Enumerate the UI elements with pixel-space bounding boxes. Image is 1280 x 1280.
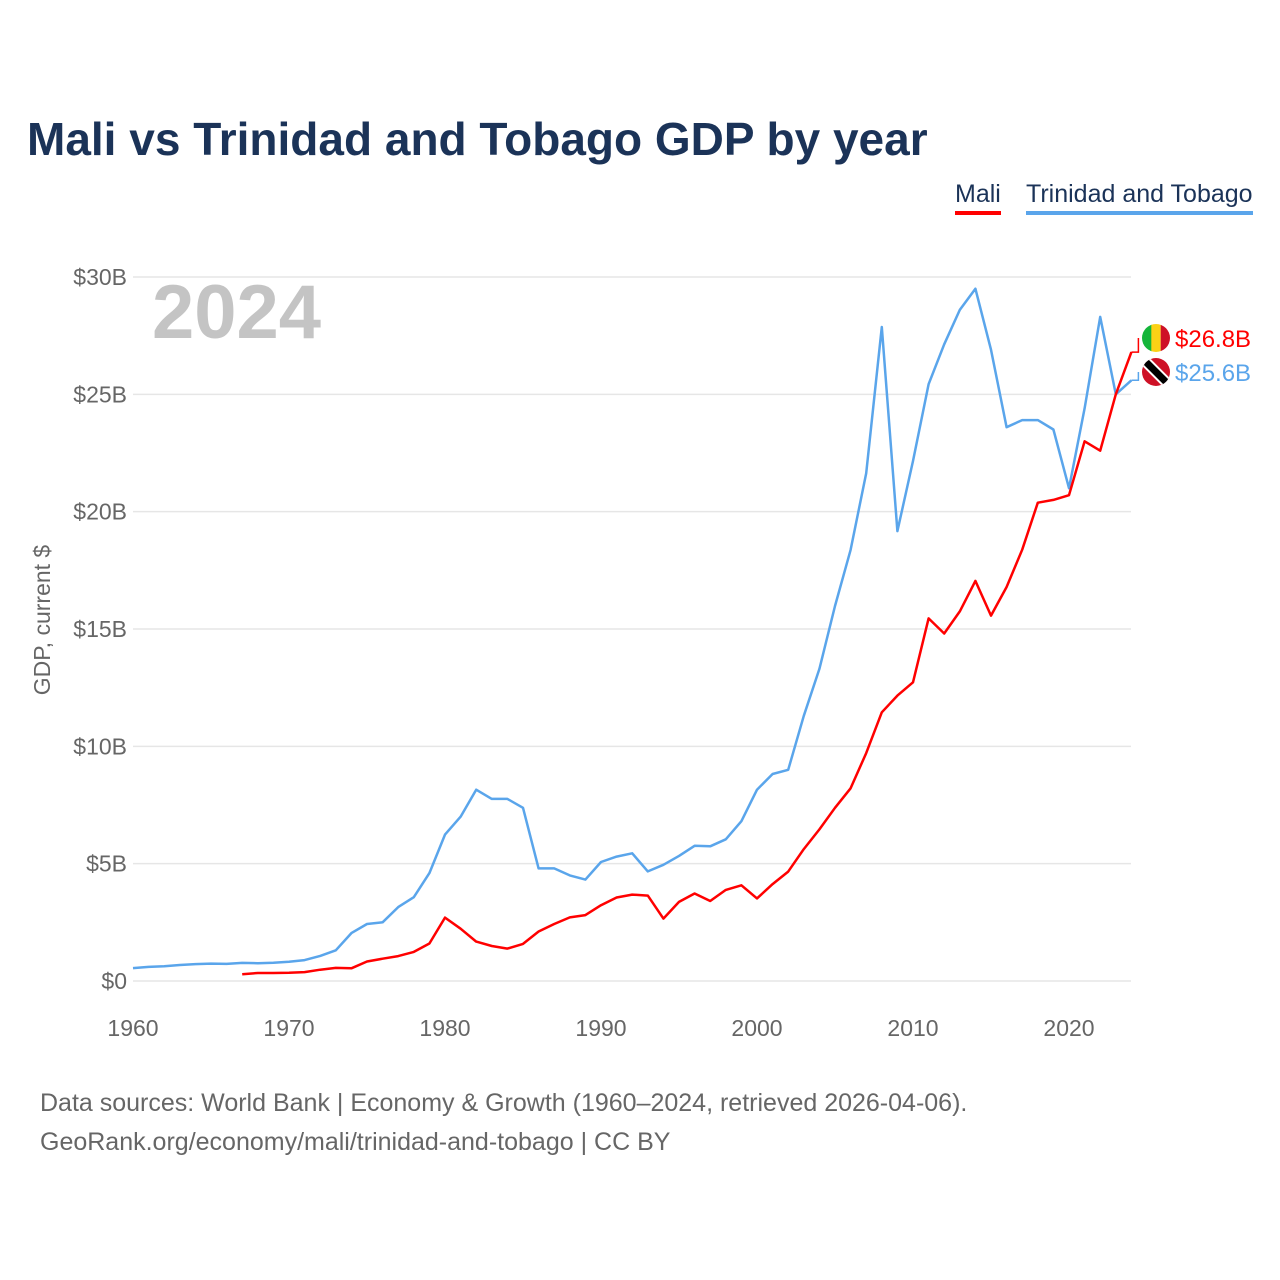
y-axis-label: GDP, current $ [29,545,55,696]
legend-item-mali[interactable]: Mali [955,180,1001,215]
label-connector [1131,372,1140,382]
y-tick-label: $5B [86,851,127,877]
legend-item-trinidad-and-tobago[interactable]: Trinidad and Tobago [1026,180,1253,215]
x-tick-label: 1980 [419,1015,470,1041]
x-tick-label: 1960 [107,1015,158,1041]
y-tick-label: $25B [73,381,127,407]
y-tick-label: $30B [73,264,127,290]
series-line-trinidad-and-tobago [132,287,1133,970]
y-tick-label: $20B [73,499,127,525]
source-line-2[interactable]: GeoRank.org/economy/mali/trinidad-and-to… [40,1128,671,1156]
label-connector [1131,338,1140,353]
series-line-mali [242,351,1133,976]
end-value-label: $25.6B [1175,360,1251,387]
x-tick-label: 1970 [263,1015,314,1041]
x-tick-label: 2000 [731,1015,782,1041]
y-tick-label: $10B [73,733,127,759]
year-label: 2024 [152,270,321,355]
chart-title: Mali vs Trinidad and Tobago GDP by year [27,113,928,165]
end-value-label: $26.8B [1175,326,1251,353]
trinidad-and-tobago-flag-icon [1142,358,1170,386]
x-tick-label: 1990 [575,1015,626,1041]
y-tick-label: $15B [73,616,127,642]
source-note: Data sources: World Bank | Economy & Gro… [40,1084,967,1162]
x-tick-label: 2010 [887,1015,938,1041]
mali-flag-icon [1142,324,1170,352]
x-tick-label: 2020 [1043,1015,1094,1041]
y-tick-label: $0 [101,968,127,994]
source-line-1: Data sources: World Bank | Economy & Gro… [40,1089,968,1117]
